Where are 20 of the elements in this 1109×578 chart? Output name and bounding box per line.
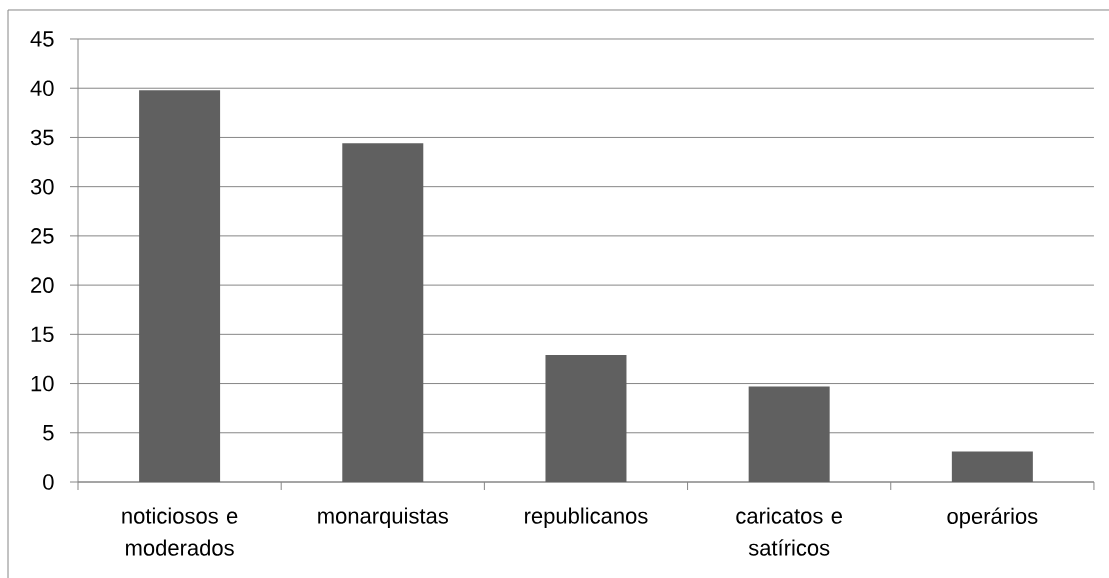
y-tick-label: 0 <box>43 474 54 490</box>
bar <box>951 451 1033 482</box>
y-tick-label: 30 <box>30 178 54 195</box>
bar <box>342 143 424 482</box>
y-tick-label: 45 <box>30 31 54 47</box>
bar <box>748 386 830 482</box>
y-tick-label: 40 <box>30 80 54 97</box>
x-tick-label: monarquistas <box>318 507 448 529</box>
x-tick-label: republicanos <box>525 507 648 529</box>
bar <box>545 355 627 482</box>
y-tick-label: 20 <box>31 277 54 293</box>
x-tick-label: operários <box>947 507 1038 529</box>
y-tick-label: 35 <box>30 129 54 146</box>
x-tick-label: caricatos e satíricos <box>736 507 842 556</box>
y-tick-label: 10 <box>31 375 54 392</box>
y-tick-label: 15 <box>31 326 54 343</box>
bar <box>139 90 221 482</box>
y-tick-label: 5 <box>43 425 54 441</box>
y-tick-label: 25 <box>31 228 54 244</box>
x-tick-label: noticiosos e moderados <box>122 507 238 556</box>
